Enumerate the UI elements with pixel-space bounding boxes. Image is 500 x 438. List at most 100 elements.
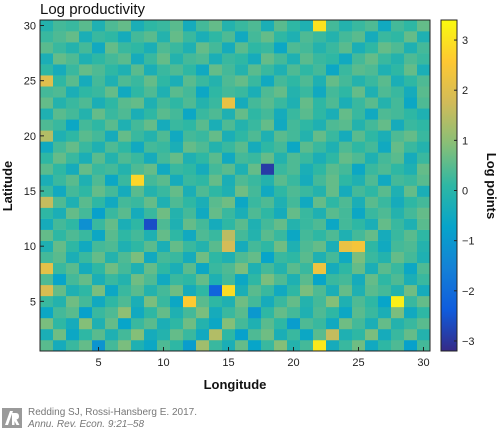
heatmap-cell bbox=[196, 262, 210, 275]
heatmap-cell bbox=[287, 53, 301, 65]
heatmap-cell bbox=[300, 75, 314, 87]
heatmap-cell bbox=[40, 262, 54, 275]
heatmap-cell bbox=[287, 196, 301, 208]
heatmap-cell bbox=[261, 295, 275, 308]
heatmap-cell bbox=[274, 339, 288, 352]
heatmap-cell bbox=[105, 229, 119, 241]
heatmap-cell bbox=[209, 20, 223, 32]
heatmap-cell bbox=[183, 53, 197, 65]
heatmap-cell bbox=[378, 163, 392, 175]
heatmap-cell bbox=[326, 31, 340, 43]
heatmap-cell bbox=[66, 229, 80, 241]
heatmap-cell bbox=[53, 328, 67, 341]
heatmap-cell bbox=[157, 295, 171, 308]
heatmap-cell bbox=[339, 108, 353, 120]
heatmap-cell bbox=[183, 152, 197, 164]
heatmap-cell bbox=[352, 196, 366, 208]
heatmap-cell bbox=[365, 218, 379, 230]
heatmap-cell bbox=[313, 196, 327, 208]
heatmap-cell bbox=[287, 20, 301, 32]
heatmap-cell bbox=[222, 130, 236, 142]
heatmap-cell bbox=[170, 97, 184, 109]
heatmap-cell bbox=[79, 174, 93, 186]
heatmap-cell bbox=[196, 295, 210, 308]
heatmap-cell bbox=[196, 163, 210, 175]
heatmap-cell bbox=[40, 196, 54, 208]
heatmap-cell bbox=[170, 196, 184, 208]
heatmap-cell bbox=[53, 218, 67, 230]
heatmap-cell bbox=[131, 317, 145, 330]
heatmap-cell bbox=[196, 174, 210, 186]
heatmap-cell bbox=[170, 64, 184, 76]
heatmap-cell bbox=[274, 328, 288, 341]
heatmap-cell bbox=[313, 86, 327, 98]
heatmap-cell bbox=[248, 31, 262, 43]
heatmap-cell bbox=[170, 251, 184, 264]
heatmap-cell bbox=[131, 75, 145, 87]
heatmap-cell bbox=[222, 64, 236, 76]
heatmap-cell bbox=[287, 97, 301, 109]
heatmap-cell bbox=[235, 240, 249, 252]
heatmap-cell bbox=[352, 262, 366, 275]
heatmap-cell bbox=[53, 207, 67, 219]
heatmap-cell bbox=[339, 42, 353, 54]
heatmap-cell bbox=[339, 240, 353, 252]
heatmap-cell bbox=[391, 306, 405, 319]
heatmap-cell bbox=[105, 339, 119, 352]
heatmap-cell bbox=[235, 218, 249, 230]
heatmap-cell bbox=[222, 284, 236, 297]
heatmap-cell bbox=[53, 185, 67, 197]
heatmap-cell bbox=[326, 284, 340, 297]
heatmap-cell bbox=[391, 207, 405, 219]
heatmap-cell bbox=[326, 163, 340, 175]
heatmap-cell bbox=[287, 273, 301, 286]
heatmap-cell bbox=[183, 196, 197, 208]
heatmap-cell bbox=[417, 196, 431, 208]
heatmap-cell bbox=[118, 339, 132, 352]
heatmap-cell bbox=[105, 108, 119, 120]
heatmap-cell bbox=[339, 141, 353, 153]
heatmap-cell bbox=[417, 31, 431, 43]
heatmap-cell bbox=[66, 141, 80, 153]
x-tick-label: 10 bbox=[157, 357, 169, 369]
heatmap-cell bbox=[66, 75, 80, 87]
heatmap-cell bbox=[391, 174, 405, 186]
heatmap-cell bbox=[92, 251, 106, 264]
heatmap-cell bbox=[261, 262, 275, 275]
heatmap-cell bbox=[287, 75, 301, 87]
heatmap-cell bbox=[92, 218, 106, 230]
heatmap-cell bbox=[40, 185, 54, 197]
heatmap-cell bbox=[118, 196, 132, 208]
heatmap-cell bbox=[417, 130, 431, 142]
heatmap-cell bbox=[79, 64, 93, 76]
heatmap-cell bbox=[391, 196, 405, 208]
heatmap-cell bbox=[274, 97, 288, 109]
y-tick-label: 5 bbox=[30, 296, 36, 308]
heatmap-cell bbox=[183, 262, 197, 275]
heatmap-cell bbox=[79, 75, 93, 87]
heatmap-cell bbox=[404, 130, 418, 142]
heatmap-cell bbox=[235, 306, 249, 319]
heatmap-cell bbox=[248, 163, 262, 175]
heatmap-cell bbox=[235, 339, 249, 352]
heatmap-cell bbox=[300, 64, 314, 76]
heatmap-cell bbox=[157, 262, 171, 275]
heatmap-cell bbox=[144, 273, 158, 286]
heatmap-cell bbox=[209, 339, 223, 352]
heatmap-cell bbox=[222, 97, 236, 109]
colorbar-tick-label: 1 bbox=[462, 135, 468, 147]
heatmap-cell bbox=[157, 185, 171, 197]
heatmap-cell bbox=[339, 317, 353, 330]
heatmap-cell bbox=[157, 86, 171, 98]
heatmap-cell bbox=[79, 339, 93, 352]
heatmap-cell bbox=[170, 53, 184, 65]
heatmap-cell bbox=[53, 174, 67, 186]
heatmap-cell bbox=[105, 152, 119, 164]
heatmap-cell bbox=[131, 163, 145, 175]
heatmap-cell bbox=[326, 119, 340, 131]
heatmap-cell bbox=[157, 306, 171, 319]
heatmap-cell bbox=[196, 207, 210, 219]
heatmap-cell bbox=[313, 273, 327, 286]
heatmap-cell bbox=[118, 306, 132, 319]
heatmap-cell bbox=[300, 31, 314, 43]
